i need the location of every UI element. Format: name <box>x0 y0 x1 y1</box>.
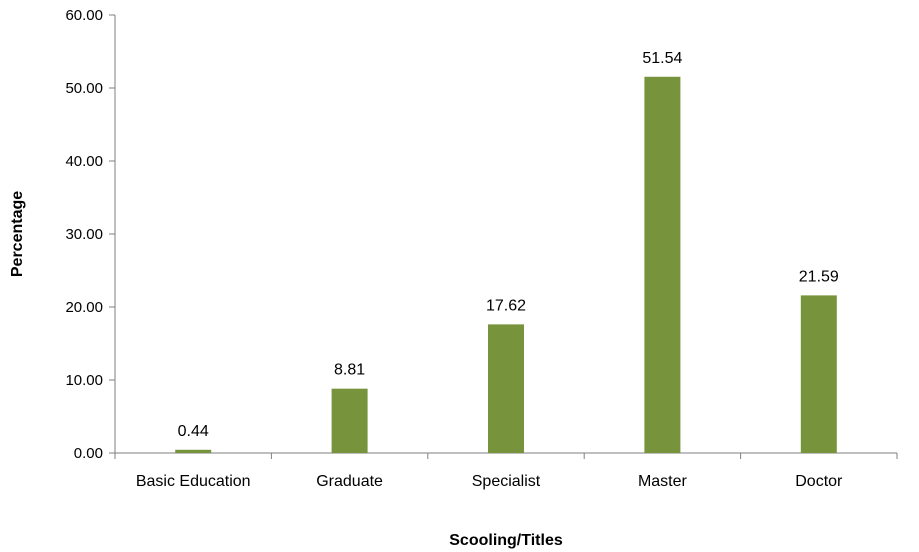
x-tick-label: Master <box>638 473 688 490</box>
bar <box>800 295 837 453</box>
x-axis-title: Scooling/Titles <box>449 532 563 549</box>
bar <box>644 76 681 454</box>
y-tick-label: 10.00 <box>65 372 103 389</box>
y-tick-label: 30.00 <box>65 226 103 243</box>
x-tick-label: Doctor <box>795 473 843 490</box>
data-label: 8.81 <box>334 362 365 379</box>
bar <box>331 388 368 453</box>
data-label: 21.59 <box>799 268 839 285</box>
bar <box>175 449 212 453</box>
x-tick-label: Graduate <box>316 473 383 490</box>
data-labels: 0.44 8.81 17.62 51.54 21.59 <box>178 50 839 440</box>
data-label: 0.44 <box>178 423 209 440</box>
y-axis-title: Percentage <box>9 191 26 277</box>
y-tick-label: 0.00 <box>74 445 103 462</box>
x-tick-label: Basic Education <box>136 473 251 490</box>
y-axis: 0.00 10.00 20.00 30.00 40.00 50.00 60.00 <box>65 7 116 462</box>
x-tick-label: Specialist <box>472 473 541 490</box>
y-tick-label: 40.00 <box>65 153 103 170</box>
data-label: 51.54 <box>642 50 682 67</box>
y-tick-label: 20.00 <box>65 299 103 316</box>
bar <box>488 324 524 453</box>
x-axis: Basic Education Graduate Specialist Master D… <box>114 452 898 490</box>
y-tick-label: 50.00 <box>65 80 103 97</box>
bars <box>175 76 837 454</box>
data-label: 17.62 <box>486 297 526 314</box>
y-tick-label: 60.00 <box>65 7 103 24</box>
